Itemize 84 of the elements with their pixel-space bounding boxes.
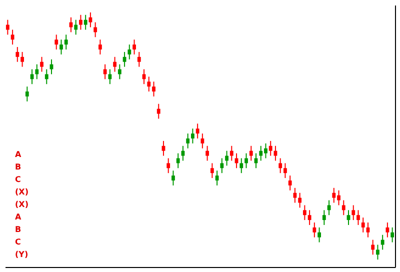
candlestick [268, 140, 272, 156]
candlestick [113, 56, 116, 72]
candlestick [278, 158, 282, 174]
candlestick [342, 200, 346, 216]
candlestick [162, 140, 166, 156]
candlestick [230, 145, 234, 162]
annotation: (Y) [15, 250, 28, 259]
candlestick [352, 204, 356, 221]
candlestick [10, 29, 14, 46]
candlestick [346, 210, 350, 226]
candlestick [35, 64, 39, 80]
candlestick [176, 152, 180, 169]
annotation: A [15, 212, 22, 222]
candlestick [288, 175, 292, 191]
annotation: (X) [15, 188, 28, 196]
candlestick [64, 34, 68, 50]
candlestick [206, 145, 210, 162]
candlestick [128, 44, 132, 60]
candlestick [234, 152, 238, 169]
candlestick [312, 222, 316, 238]
candlestick [298, 192, 302, 208]
candlestick [74, 19, 78, 36]
candlestick [40, 56, 44, 72]
candlestick [132, 39, 136, 55]
candlestick [16, 46, 20, 62]
candlestick [98, 39, 102, 55]
annotation: B [15, 225, 22, 234]
candlestick [79, 14, 82, 30]
candlestick [318, 226, 321, 243]
candlestick [356, 210, 360, 226]
annotation: C [15, 175, 21, 184]
candlestick [30, 68, 34, 85]
candlestick [190, 128, 194, 144]
candlestick [244, 152, 248, 169]
candlestick [308, 210, 312, 226]
candlestick [390, 226, 394, 243]
candlestick [20, 51, 24, 68]
candlestick [380, 234, 384, 250]
annotation: C [15, 238, 21, 246]
candlestick [371, 239, 375, 256]
candlestick [240, 158, 244, 174]
candlestick [25, 86, 29, 102]
candlestick [137, 51, 141, 68]
candlestick [254, 152, 258, 169]
candlestick [302, 204, 306, 221]
candlestick [327, 200, 331, 216]
candlestick [6, 19, 10, 36]
candlestick [166, 158, 170, 174]
annotation: B [15, 162, 22, 172]
candlestick [386, 222, 390, 238]
candlestick [249, 145, 253, 162]
candlestick [210, 162, 214, 179]
candlestick [152, 81, 156, 97]
candlestick [361, 217, 365, 233]
annotation: (X) [15, 200, 28, 209]
candlestick [94, 22, 98, 38]
candlestick [54, 34, 58, 50]
candlestick [147, 76, 151, 92]
candlestick [322, 210, 326, 226]
candlestick [60, 39, 63, 55]
candlestick [44, 68, 48, 85]
candlestick [122, 51, 126, 68]
candlestick [118, 64, 122, 80]
candlestick [172, 170, 175, 186]
candlestick [88, 12, 92, 28]
candlestick [142, 68, 146, 85]
candlestick [181, 145, 185, 162]
candlestick [376, 244, 380, 260]
candlestick [186, 133, 190, 149]
annotation: A [15, 150, 22, 159]
candlestick [225, 150, 228, 166]
candlestick [84, 14, 88, 30]
candlestick [220, 158, 224, 174]
candlestick [50, 58, 54, 75]
candlestick [103, 64, 107, 80]
candlestick [274, 145, 278, 162]
candlestick [156, 103, 160, 120]
candlestick [200, 133, 204, 149]
candlestick [196, 123, 200, 139]
candlestick [215, 170, 219, 186]
candlestick [284, 162, 287, 179]
candlestick [366, 222, 370, 238]
candlestick [293, 187, 297, 204]
candlestick [108, 68, 112, 85]
